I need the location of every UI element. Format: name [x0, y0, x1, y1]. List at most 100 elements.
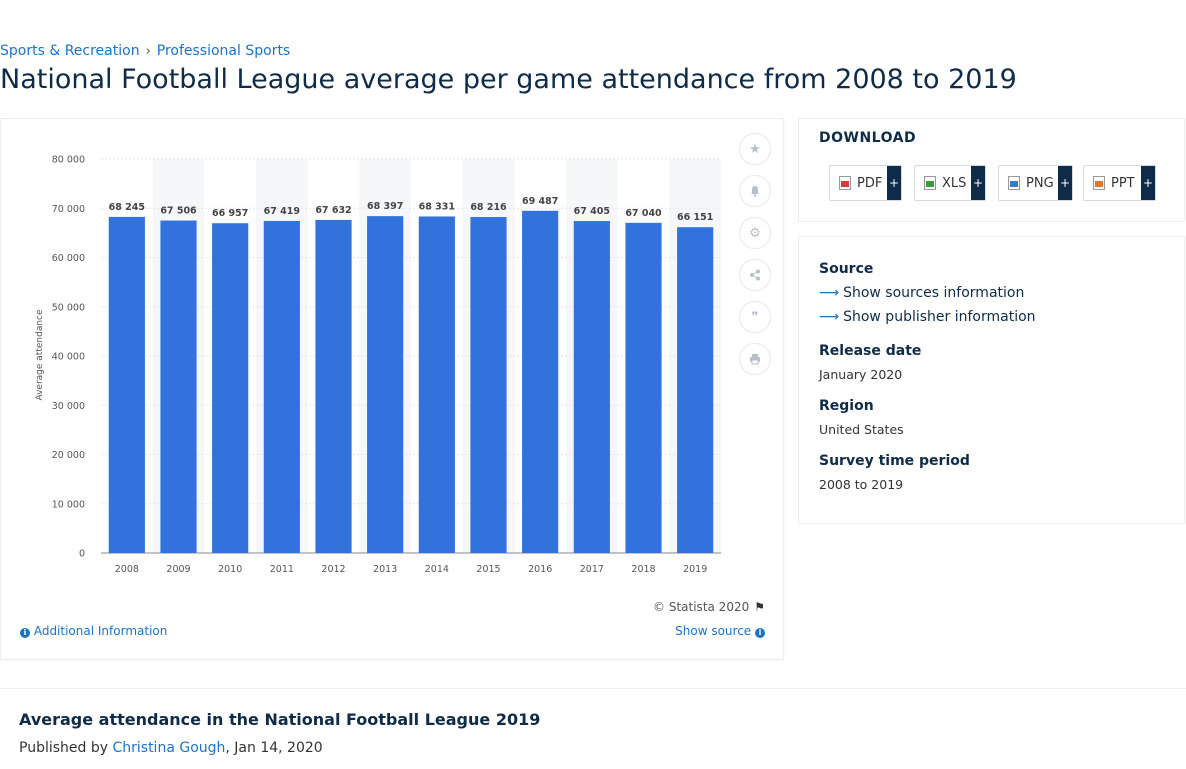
show-publisher-label: Show publisher information — [843, 309, 1036, 325]
arrow-right-icon: ⟶ — [819, 285, 840, 301]
breadcrumb: Sports & Recreation › Professional Sports — [0, 43, 290, 59]
data-label: 67 419 — [264, 206, 300, 217]
data-label: 67 405 — [574, 206, 610, 217]
bar-2012 — [315, 219, 352, 553]
breadcrumb-professional-sports[interactable]: Professional Sports — [156, 43, 291, 59]
published-date: , Jan 14, 2020 — [225, 740, 323, 756]
show-source-link[interactable]: Show source i — [675, 624, 765, 638]
data-label: 69 487 — [522, 196, 558, 207]
x-tick-label: 2008 — [115, 564, 139, 575]
page-title: National Football League average per gam… — [0, 64, 1017, 95]
download-pdf-label: PDF — [857, 175, 883, 191]
author-link[interactable]: Christina Gough — [112, 740, 226, 756]
bar-2017 — [573, 221, 610, 553]
region-heading: Region — [819, 398, 874, 414]
published-by: Published by Christina Gough, Jan 14, 20… — [19, 740, 323, 756]
x-tick-label: 2019 — [683, 564, 707, 575]
data-label: 68 245 — [109, 202, 145, 213]
statistic-info-card: Source ⟶ Show sources information ⟶ Show p… — [798, 236, 1185, 524]
additional-information-label: Additional Information — [33, 624, 168, 638]
show-source-label: Show source — [675, 624, 752, 638]
y-tick-label: 30 000 — [52, 401, 85, 412]
arrow-right-icon: ⟶ — [819, 309, 840, 325]
y-tick-label: 70 000 — [52, 204, 85, 215]
breadcrumb-sports-recreation[interactable]: Sports & Recreation — [0, 43, 140, 59]
ppt-file-icon — [1093, 176, 1105, 190]
bar-2015 — [470, 217, 507, 553]
bar-2016 — [522, 210, 559, 553]
credit-text: © Statista 2020 — [653, 600, 750, 614]
data-label: 67 632 — [315, 205, 351, 216]
info-icon: i — [20, 628, 30, 638]
article-summary: Average attendance in the National Footb… — [0, 688, 1186, 769]
data-label: 67 040 — [625, 208, 662, 219]
additional-information-link[interactable]: i Additional Information — [20, 624, 167, 638]
print-icon[interactable] — [739, 343, 771, 375]
survey-period-heading: Survey time period — [819, 453, 970, 469]
favorite-star-icon[interactable]: ★ — [739, 133, 771, 165]
download-png-label: PNG — [1026, 175, 1054, 191]
article-title: Average attendance in the National Footb… — [19, 710, 541, 729]
citation-quote-icon[interactable]: ❞ — [739, 301, 771, 333]
y-axis-title: Average attendance — [35, 309, 45, 401]
share-icon[interactable] — [739, 259, 771, 291]
download-ppt-button[interactable]: PPT + — [1083, 165, 1156, 201]
data-label: 66 151 — [677, 212, 713, 223]
published-prefix: Published by — [19, 740, 109, 756]
download-pdf-button[interactable]: PDF + — [829, 165, 902, 201]
bar-2008 — [108, 216, 145, 553]
bar-2010 — [212, 223, 249, 553]
data-label: 68 397 — [367, 201, 403, 212]
source-heading: Source — [819, 261, 874, 277]
data-label: 68 331 — [419, 201, 455, 212]
y-tick-label: 20 000 — [52, 450, 85, 461]
region-value: United States — [819, 422, 904, 437]
settings-gear-icon[interactable]: ⚙ — [739, 217, 771, 249]
bar-2011 — [263, 220, 300, 553]
x-tick-label: 2013 — [373, 564, 397, 575]
x-tick-label: 2011 — [270, 564, 294, 575]
xls-plus-icon: + — [971, 166, 985, 200]
x-tick-label: 2009 — [166, 564, 190, 575]
bar-2018 — [625, 222, 662, 553]
y-tick-label: 60 000 — [52, 253, 85, 264]
data-label: 68 216 — [470, 202, 507, 213]
x-tick-label: 2014 — [425, 564, 449, 575]
report-flag-icon[interactable]: ⚑ — [754, 600, 765, 614]
bar-2014 — [418, 216, 455, 553]
download-xls-button[interactable]: XLS + — [914, 165, 986, 201]
download-png-button[interactable]: PNG + — [998, 165, 1073, 201]
download-title: DOWNLOAD — [819, 130, 917, 146]
pdf-file-icon — [839, 176, 851, 190]
x-tick-label: 2016 — [528, 564, 552, 575]
show-sources-link[interactable]: ⟶ Show sources information — [819, 285, 1024, 301]
breadcrumb-separator-icon: › — [145, 44, 151, 59]
xls-file-icon — [924, 176, 936, 190]
bar-chart: 0 10 000 20 000 30 000 40 000 50 000 60 000 70 … — [35, 155, 721, 575]
top-bar — [0, 0, 1186, 40]
download-ppt-label: PPT — [1111, 175, 1135, 191]
y-tick-label: 0 — [79, 549, 85, 560]
png-plus-icon: + — [1058, 166, 1072, 200]
x-tick-label: 2010 — [218, 564, 242, 575]
info-icon: i — [755, 628, 765, 638]
y-tick-label: 10 000 — [52, 499, 85, 510]
x-tick-label: 2017 — [580, 564, 604, 575]
data-label: 67 506 — [160, 206, 197, 217]
download-xls-label: XLS — [942, 175, 967, 191]
data-label: 66 957 — [212, 208, 248, 219]
download-card: DOWNLOAD PDF + XLS + PNG + PPT + — [798, 118, 1185, 222]
bar-2013 — [367, 216, 404, 553]
pdf-plus-icon: + — [887, 166, 901, 200]
x-tick-label: 2012 — [321, 564, 345, 575]
show-sources-label: Show sources information — [843, 285, 1025, 301]
show-publisher-link[interactable]: ⟶ Show publisher information — [819, 309, 1036, 325]
y-tick-label: 40 000 — [52, 352, 85, 363]
release-date-heading: Release date — [819, 343, 922, 359]
x-tick-label: 2015 — [476, 564, 500, 575]
bar-2019 — [677, 227, 714, 553]
y-tick-label: 80 000 — [52, 155, 85, 166]
notification-bell-icon[interactable] — [739, 175, 771, 207]
chart-toolbar: ★ ⚙ ❞ — [739, 133, 773, 385]
bar-2009 — [160, 220, 197, 553]
